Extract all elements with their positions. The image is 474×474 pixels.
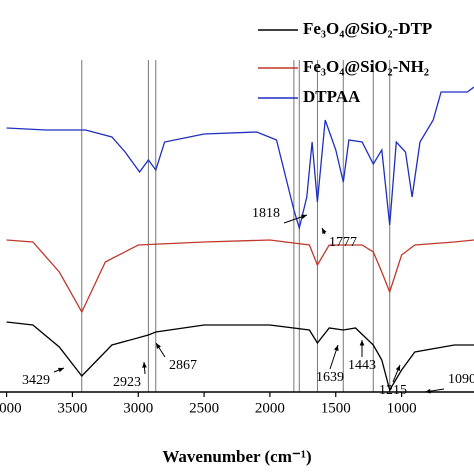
peak-arrowhead <box>156 343 161 349</box>
peak-label: 1818 <box>252 206 280 221</box>
peak-arrowhead <box>301 214 307 220</box>
peak-label: 2923 <box>113 375 141 390</box>
peak-label: 1215 <box>379 383 407 398</box>
x-tick-label: 4000 <box>0 400 22 416</box>
spectrum-line <box>6 321 474 392</box>
x-tick-label: 2500 <box>189 400 219 416</box>
peak-label: 3429 <box>22 373 50 388</box>
peak-label: 2867 <box>169 358 197 373</box>
legend-label: Fe₃O₄@SiO₂-DTP <box>303 19 432 38</box>
peak-arrowhead <box>142 362 147 368</box>
peak-arrowhead <box>359 340 365 346</box>
peak-arrowhead <box>322 228 327 234</box>
peak-arrowhead <box>58 367 64 373</box>
peak-arrowhead <box>395 365 401 371</box>
x-axis-label: Wavenumber (cm⁻¹) <box>162 447 311 466</box>
peak-label: 1777 <box>329 235 357 250</box>
x-tick-label: 3500 <box>57 400 87 416</box>
peak-label: 1443 <box>348 358 376 373</box>
legend-label: Fe₃O₄@SiO₂-NH₂ <box>303 57 429 76</box>
peak-label: 1639 <box>316 370 344 385</box>
x-tick-label: 1500 <box>321 400 351 416</box>
x-tick-label: 1000 <box>387 400 417 416</box>
peak-arrowhead <box>425 388 431 394</box>
legend-label: DTPAA <box>303 87 361 106</box>
peak-arrowhead <box>334 345 339 351</box>
spectrum-line <box>6 239 474 314</box>
spectrum-line <box>6 86 474 231</box>
peak-label: 1090 <box>448 372 474 387</box>
x-tick-label: 3000 <box>123 400 153 416</box>
x-tick-label: 2000 <box>255 400 285 416</box>
